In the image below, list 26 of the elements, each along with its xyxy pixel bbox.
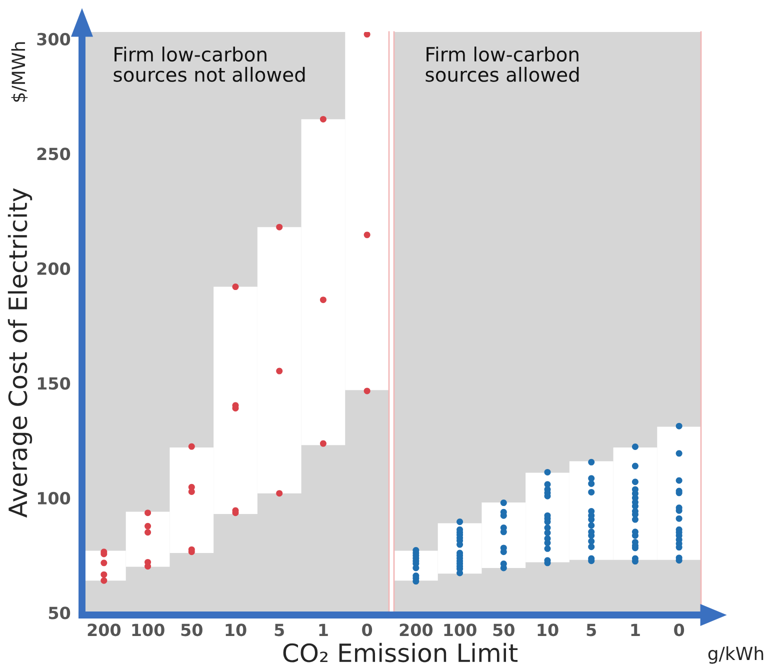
y-tick-label: 300 [37,32,70,46]
y-tick-label: 150 [38,377,70,390]
text: $/MWh [11,42,28,102]
x-tick-label: 0 [674,624,684,636]
x-tick-label: 0 [362,624,372,636]
x-tick-label: 10 [538,624,558,636]
x-axis-title: CO₂ Emission Limit [283,642,518,662]
text: g/kWh [708,646,764,664]
y-axis-title: Average Cost of Electricity [8,188,32,518]
y-tick-label: 50 [48,606,70,620]
x-tick-label: 200 [400,624,433,636]
x-tick-label: 50 [493,624,514,636]
x-tick-label: 5 [586,624,596,636]
y-tick-label: 200 [37,262,70,275]
x-tick-label: 100 [444,624,476,636]
annotation: Firm low-carbon sources allowed [426,46,579,82]
annotation: Firm low-carbon sources not allowed [114,46,305,82]
x-tick-label: 1 [631,624,640,636]
x-tick-label: 50 [181,624,202,636]
x-tick-label: 100 [132,624,164,636]
x-tick-label: 1 [319,624,328,636]
y-tick-label: 100 [38,492,70,505]
x-tick-label: 5 [274,624,284,636]
x-tick-label: 200 [88,624,121,636]
y-tick-label: 250 [37,148,70,160]
x-tick-label: 10 [226,624,246,636]
